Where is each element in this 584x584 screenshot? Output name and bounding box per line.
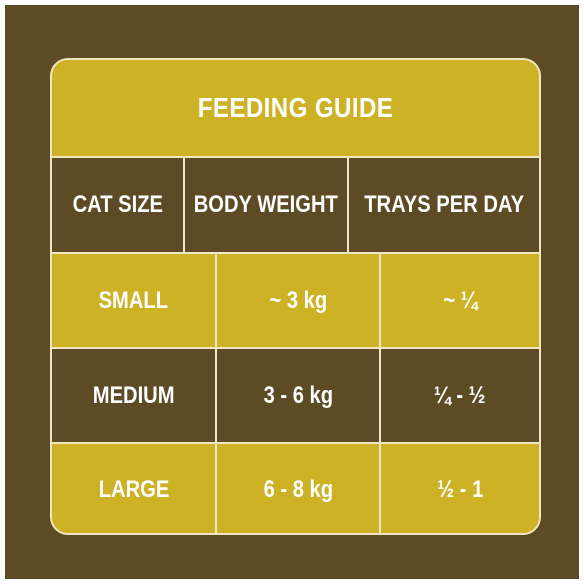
table-row: LARGE 6 - 8 kg ½ - 1 — [52, 442, 539, 533]
table-header-row: CAT SIZE BODY WEIGHT TRAYS PER DAY — [52, 158, 539, 252]
table-row: MEDIUM 3 - 6 kg ¼ - ½ — [52, 347, 539, 442]
feeding-guide-table: CAT SIZE BODY WEIGHT TRAYS PER DAY SMALL… — [52, 156, 539, 533]
feeding-guide-card: FEEDING GUIDE CAT SIZE BODY WEIGHT TRAYS… — [50, 58, 541, 535]
table-row: SMALL ~ 3 kg ~ ¼ — [52, 252, 539, 347]
header-trays-per-day: TRAYS PER DAY — [346, 158, 539, 252]
background-frame: FEEDING GUIDE CAT SIZE BODY WEIGHT TRAYS… — [5, 5, 579, 579]
cat-size-cell: MEDIUM — [92, 381, 175, 409]
trays-per-day-cell: ¼ - ½ — [379, 349, 539, 442]
cat-size-cell: LARGE — [98, 475, 169, 503]
body-weight-cell: 3 - 6 kg — [215, 349, 379, 442]
cat-size-cell: SMALL — [98, 286, 169, 314]
body-weight-cell: ~ 3 kg — [215, 254, 379, 347]
header-cat-size: CAT SIZE — [72, 191, 163, 218]
trays-per-day-cell: ½ - 1 — [379, 444, 539, 533]
trays-per-day-cell: ~ ¼ — [379, 254, 539, 347]
feeding-guide-title: FEEDING GUIDE — [197, 92, 394, 123]
body-weight-cell: 6 - 8 kg — [215, 444, 379, 533]
header-body-weight: BODY WEIGHT — [182, 158, 347, 252]
